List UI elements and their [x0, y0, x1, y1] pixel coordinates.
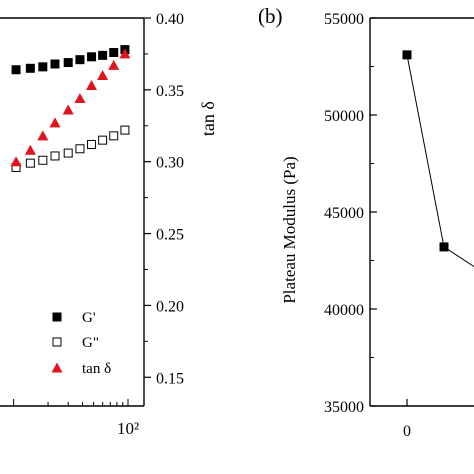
y-axis-tick-label: 55000	[324, 11, 364, 28]
series-2-point	[62, 104, 74, 115]
series-1-point	[50, 151, 60, 161]
series-2-point	[74, 92, 86, 103]
y-axis-label: Plateau Modulus (Pa)	[280, 156, 299, 303]
panel-b-label: (b)	[258, 4, 283, 28]
right-axis-tick-label: 0.20	[156, 298, 184, 315]
series-2-point	[97, 69, 109, 80]
y-axis-tick-label: 40000	[324, 302, 364, 319]
series-1-point	[25, 158, 35, 168]
series-1-point	[63, 148, 73, 158]
series-0-point	[50, 59, 60, 69]
series-1-point	[98, 135, 108, 145]
y-axis-tick-label: 45000	[324, 205, 364, 222]
series-2-point	[86, 80, 98, 91]
y-axis-tick-label: 50000	[324, 108, 364, 125]
legend-marker-1	[52, 337, 62, 347]
series-point	[402, 50, 412, 60]
series-1-point	[75, 144, 85, 154]
series-0-point	[75, 55, 85, 65]
series-1-point	[87, 139, 97, 149]
series-point	[439, 242, 449, 252]
series-1-point	[38, 155, 48, 165]
series-0-point	[87, 52, 97, 62]
series-1-point	[120, 125, 130, 135]
series-0-point	[63, 58, 73, 68]
series-0-point	[98, 50, 108, 60]
series-2-point	[108, 59, 120, 70]
legend-label-2: tan δ	[82, 361, 111, 377]
series-0-point	[25, 63, 35, 73]
right-axis-tick-label: 0.30	[156, 155, 184, 172]
legend-label-0: G'	[82, 310, 96, 326]
right-axis-tick-label: 0.25	[156, 227, 184, 244]
legend-marker-0	[52, 312, 62, 322]
series-2-point	[119, 48, 131, 59]
series-2-point	[24, 144, 36, 155]
series-2-point	[10, 156, 22, 167]
series-0-point	[109, 47, 119, 57]
series-1-point	[109, 131, 119, 141]
series-2-point	[37, 130, 49, 141]
legend-marker-2	[51, 362, 63, 373]
panel-b: (b) 35000 40000 45000 50000 55000 Plateau Modu…	[258, 4, 474, 440]
legend-label-1: G"	[82, 335, 99, 351]
right-axis-tick-label: 0.35	[156, 83, 184, 100]
panel-a: 0.15 0.20 0.25 0.30 0.35 0.40 tan δ 10² G' G" tan …	[0, 11, 218, 438]
y-axis-tick-label: 35000	[324, 399, 364, 416]
series-0-point	[11, 65, 21, 75]
series-0-point	[38, 62, 48, 72]
right-axis-tick-label: 0.40	[156, 11, 184, 28]
right-axis-tick-label: 0.15	[156, 370, 184, 387]
x-tick-label-100: 10²	[117, 419, 139, 438]
x-tick-label-0: 0	[403, 423, 411, 440]
series-2-point	[49, 117, 61, 128]
right-axis-label: tan δ	[198, 101, 218, 136]
